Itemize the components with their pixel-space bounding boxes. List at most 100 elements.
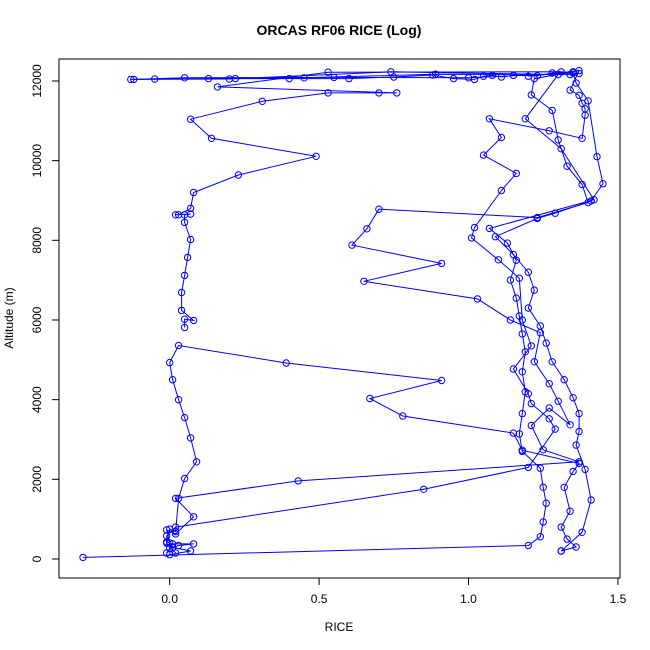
data-point	[527, 342, 535, 350]
data-point	[151, 75, 159, 83]
series-trace	[231, 68, 577, 84]
data-point	[186, 235, 195, 244]
data-point	[521, 348, 529, 356]
series-line	[166, 344, 580, 554]
chart-title: ORCAS RF06 RICE (Log)	[257, 22, 422, 38]
series-trace	[163, 66, 592, 559]
data-point	[258, 97, 266, 106]
data-point	[506, 316, 515, 324]
data-point	[300, 74, 308, 82]
series-layer	[79, 66, 607, 562]
data-point	[171, 527, 180, 536]
y-tick-label: 12000	[30, 64, 44, 98]
x-tick-label: 0.5	[311, 592, 328, 606]
data-point	[587, 496, 595, 504]
data-point	[497, 186, 506, 195]
data-point	[393, 89, 401, 97]
data-point	[399, 412, 407, 420]
data-point	[536, 329, 544, 337]
data-point	[186, 204, 195, 213]
x-axis-label: RICE	[325, 620, 354, 634]
data-point	[431, 70, 440, 78]
data-point	[509, 71, 518, 80]
data-point	[512, 294, 520, 302]
y-tick-label: 2000	[30, 466, 44, 493]
data-point	[497, 73, 506, 81]
y-axis-label: Altitude (m)	[2, 287, 16, 348]
data-point	[515, 274, 523, 282]
data-point	[174, 396, 183, 404]
data-point	[285, 74, 293, 83]
data-point	[171, 549, 180, 557]
data-point	[479, 151, 488, 159]
data-point	[575, 91, 583, 100]
data-point	[593, 152, 601, 161]
data-point	[186, 547, 195, 555]
data-point	[497, 133, 506, 142]
data-point	[174, 494, 183, 503]
data-point	[366, 394, 374, 403]
data-point	[521, 115, 529, 123]
data-point	[572, 441, 580, 449]
data-point	[234, 171, 243, 179]
y-tick-label: 0	[30, 555, 44, 562]
data-point	[470, 223, 479, 232]
data-point	[518, 368, 526, 376]
data-point	[548, 358, 556, 366]
data-point	[485, 115, 494, 123]
data-point	[575, 409, 583, 418]
data-point	[533, 213, 541, 222]
data-point	[177, 306, 186, 315]
data-point	[524, 463, 532, 472]
data-point	[429, 71, 437, 79]
data-point	[539, 483, 547, 491]
data-point	[575, 459, 583, 468]
data-point	[566, 421, 574, 429]
data-point	[345, 74, 353, 83]
data-point	[536, 464, 544, 472]
x-tick-label: 1.5	[610, 592, 627, 606]
data-point	[168, 376, 177, 384]
data-point	[174, 341, 183, 350]
data-point	[485, 224, 494, 233]
data-point	[189, 188, 198, 197]
data-point	[584, 198, 592, 207]
data-point	[542, 339, 550, 347]
series-line	[130, 71, 580, 328]
data-point	[437, 376, 446, 385]
data-point	[213, 83, 222, 91]
data-point	[578, 528, 586, 536]
data-point	[324, 68, 332, 76]
data-point	[509, 250, 518, 259]
data-point	[518, 316, 526, 324]
data-point	[282, 359, 290, 367]
data-point	[518, 409, 526, 418]
data-point	[186, 210, 195, 218]
data-point	[557, 547, 565, 555]
data-point	[581, 465, 589, 474]
data-point	[545, 127, 553, 135]
data-point	[467, 234, 476, 242]
data-point	[491, 233, 500, 241]
data-point	[518, 330, 526, 338]
y-tick-label: 6000	[30, 306, 44, 333]
data-point	[312, 152, 320, 161]
data-point	[533, 72, 541, 80]
y-tick-label: 8000	[30, 227, 44, 254]
data-point	[186, 434, 195, 442]
data-point	[512, 169, 520, 178]
series-line	[82, 71, 604, 558]
data-point	[527, 91, 535, 99]
data-point	[494, 256, 503, 264]
series-trace	[127, 68, 583, 332]
data-point	[569, 467, 577, 476]
data-point	[204, 74, 213, 83]
y-tick-label: 4000	[30, 386, 44, 413]
data-point	[545, 415, 553, 423]
data-point	[506, 276, 515, 284]
data-point	[524, 72, 532, 80]
data-point	[557, 145, 565, 153]
x-tick-label: 0.0	[161, 592, 178, 606]
data-point	[524, 268, 532, 276]
data-point	[231, 74, 240, 83]
